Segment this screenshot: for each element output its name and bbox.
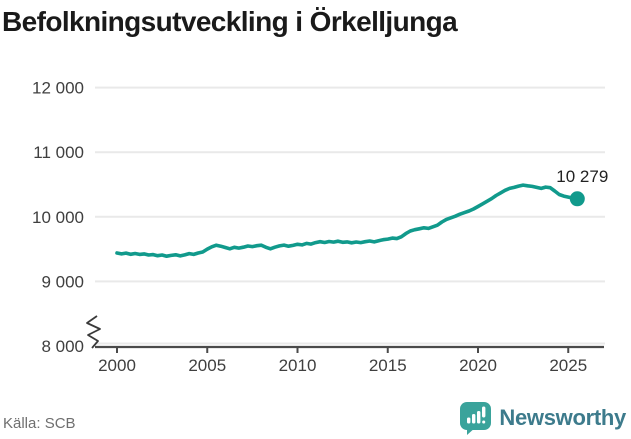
y-tick-label: 8 000 xyxy=(41,337,84,356)
x-tick-label: 2010 xyxy=(279,356,317,375)
x-tick-label: 2005 xyxy=(188,356,226,375)
chart-title: Befolkningsutveckling i Örkelljunga xyxy=(2,6,458,37)
population-line xyxy=(115,183,580,259)
y-tick-label: 11 000 xyxy=(33,143,84,162)
newsworthy-wordmark: Newsworthy xyxy=(499,405,626,430)
source-label: Källa: SCB xyxy=(3,415,76,432)
end-value-label: 10 279 xyxy=(556,167,608,186)
y-tick-label: 12 000 xyxy=(32,79,84,98)
axis-break-icon xyxy=(86,315,101,349)
x-tick-label: 2020 xyxy=(459,356,497,375)
y-tick-label: 10 000 xyxy=(32,208,84,227)
end-point-marker xyxy=(569,191,585,207)
y-tick-label: 9 000 xyxy=(41,272,84,291)
x-tick-label: 2015 xyxy=(369,356,407,375)
newsworthy-logo-icon xyxy=(460,402,492,435)
newsworthy-logo: Newsworthy xyxy=(459,401,626,435)
x-tick-label: 2025 xyxy=(549,356,587,375)
x-tick-label: 2000 xyxy=(98,356,136,375)
